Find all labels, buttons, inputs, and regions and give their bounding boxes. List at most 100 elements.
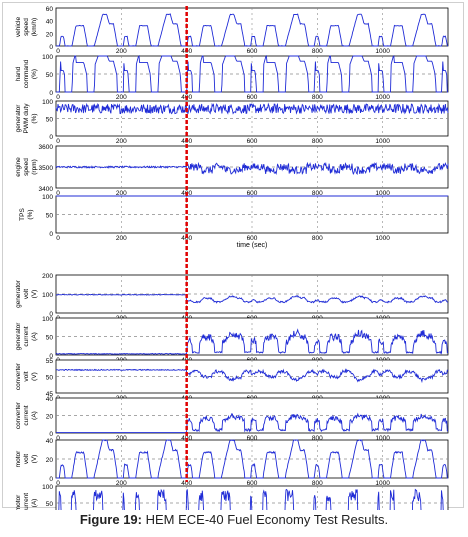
- x-tick-label: 1000: [375, 435, 390, 442]
- y-axis-label: current: [23, 326, 30, 346]
- figure-caption: Figure 19: HEM ECE-40 Fuel Economy Test …: [0, 512, 468, 527]
- y-tick-label: 100: [42, 54, 53, 61]
- x-tick-label: 800: [312, 94, 323, 101]
- series-line-gencurrent: [55, 328, 449, 355]
- y-axis-label: volt: [23, 454, 30, 464]
- y-axis-label: engine: [15, 157, 22, 177]
- y-axis-label: (V): [31, 372, 38, 381]
- y-axis-label: (rpm): [31, 159, 38, 175]
- y-axis-label: volt: [23, 289, 30, 299]
- y-tick-label: 100: [42, 292, 53, 299]
- x-tick-label: 600: [247, 138, 258, 145]
- y-axis-label: current: [23, 405, 30, 425]
- y-tick-label: 20: [46, 457, 54, 464]
- y-axis-label: command: [23, 59, 30, 88]
- x-tick-label: 0: [56, 235, 60, 242]
- y-axis-label: (V): [31, 455, 38, 464]
- y-tick-label: 40: [46, 396, 54, 403]
- y-tick-label: 3400: [39, 186, 54, 193]
- y-axis-label: (km/h): [31, 18, 38, 36]
- y-axis-label: speed: [23, 18, 30, 36]
- y-axis-label: (%): [27, 209, 34, 219]
- x-tick-label: 800: [312, 435, 323, 442]
- x-tick-label: 1000: [375, 94, 390, 101]
- y-tick-label: 40: [46, 19, 54, 26]
- x-tick-label: 0: [56, 94, 60, 101]
- y-tick-label: 100: [42, 194, 53, 201]
- y-axis-label: (A): [31, 332, 38, 341]
- x-tick-label: 600: [247, 94, 258, 101]
- y-axis-label: speed: [23, 158, 30, 176]
- panel-convcurrent: 0204002004006008001000convertercurrent(A…: [15, 396, 449, 442]
- x-tick-label: 0: [56, 480, 60, 487]
- series-line-duty: [55, 102, 449, 115]
- x-tick-label: 600: [247, 190, 258, 197]
- x-tick-label: 600: [247, 48, 258, 55]
- x-tick-label: 1000: [375, 48, 390, 55]
- y-axis-label: TPS: [19, 208, 26, 221]
- x-tick-label: 600: [247, 235, 258, 242]
- y-axis-label: (A): [31, 499, 38, 508]
- y-tick-label: 0: [49, 231, 53, 238]
- y-tick-label: 55: [46, 358, 54, 365]
- y-axis-label: vehicle: [15, 16, 22, 37]
- y-tick-label: 50: [46, 501, 54, 508]
- x-tick-label: 800: [312, 48, 323, 55]
- series-line-speed: [55, 13, 448, 47]
- x-tick-label: 200: [116, 138, 127, 145]
- y-axis-label: converter: [15, 362, 22, 390]
- y-tick-label: 40: [46, 438, 54, 445]
- x-tick-label: 800: [312, 235, 323, 242]
- y-tick-label: 45: [46, 391, 54, 398]
- y-tick-label: 0: [49, 476, 53, 483]
- y-tick-label: 50: [46, 213, 54, 220]
- y-tick-label: 20: [46, 31, 54, 38]
- x-tick-label: 600: [247, 480, 258, 487]
- y-tick-label: 0: [49, 353, 53, 360]
- y-axis-label: motor: [15, 494, 22, 510]
- y-axis-label: hand: [15, 66, 22, 81]
- y-axis-label: motor: [15, 450, 22, 467]
- y-axis-label: generator: [15, 279, 22, 308]
- figure-label: Figure 19:: [79, 512, 142, 527]
- y-axis-label: volt: [23, 371, 30, 381]
- x-tick-label: 200: [116, 190, 127, 197]
- y-tick-label: 50: [46, 72, 54, 79]
- y-axis-label: current: [23, 493, 30, 510]
- y-tick-label: 100: [42, 316, 53, 323]
- y-axis-label: (A): [31, 411, 38, 420]
- series-line-command: [56, 54, 448, 93]
- y-tick-label: 3500: [39, 165, 54, 172]
- y-axis-label: generator: [15, 322, 22, 351]
- panel-rpm: 34003500360002004006008001000enginespeed…: [15, 144, 449, 197]
- panel-duty: 05010002004006008001000generatorPWM duty…: [15, 99, 449, 145]
- x-tick-label: 1000: [375, 480, 390, 487]
- x-tick-label: 200: [116, 480, 127, 487]
- series-line-convcurrent: [56, 412, 448, 434]
- y-tick-label: 60: [46, 6, 54, 13]
- figure-plots: 020406002004006008001000vehiclespeed(km/…: [15, 6, 449, 510]
- x-tick-label: 400: [181, 480, 192, 487]
- x-tick-label: 200: [116, 435, 127, 442]
- x-tick-label: 0: [56, 48, 60, 55]
- x-tick-label: 200: [116, 235, 127, 242]
- y-axis-label: PWM duty: [23, 103, 30, 134]
- x-tick-label: 1000: [375, 190, 390, 197]
- x-tick-label: 200: [116, 48, 127, 55]
- x-tick-label: 800: [312, 190, 323, 197]
- panel-gencurrent: 05010002004006008001000generatorcurrent(…: [15, 316, 449, 364]
- y-axis-label: generator: [15, 104, 22, 133]
- y-axis-label: (%): [31, 113, 38, 123]
- y-tick-label: 50: [46, 335, 54, 342]
- y-tick-label: 0: [49, 134, 53, 141]
- x-tick-label: 200: [116, 94, 127, 101]
- panel-command: 05010002004006008001000handcommand(%): [15, 54, 449, 101]
- x-tick-label: 0: [56, 138, 60, 145]
- panel-genvolt: 010020002004006008001000generatorvolt(V): [15, 273, 449, 322]
- y-tick-label: 0: [49, 431, 53, 438]
- y-tick-label: 0: [49, 90, 53, 97]
- x-tick-label: 0: [56, 190, 60, 197]
- y-tick-label: 20: [46, 414, 54, 421]
- y-axis-label: converter: [15, 401, 22, 429]
